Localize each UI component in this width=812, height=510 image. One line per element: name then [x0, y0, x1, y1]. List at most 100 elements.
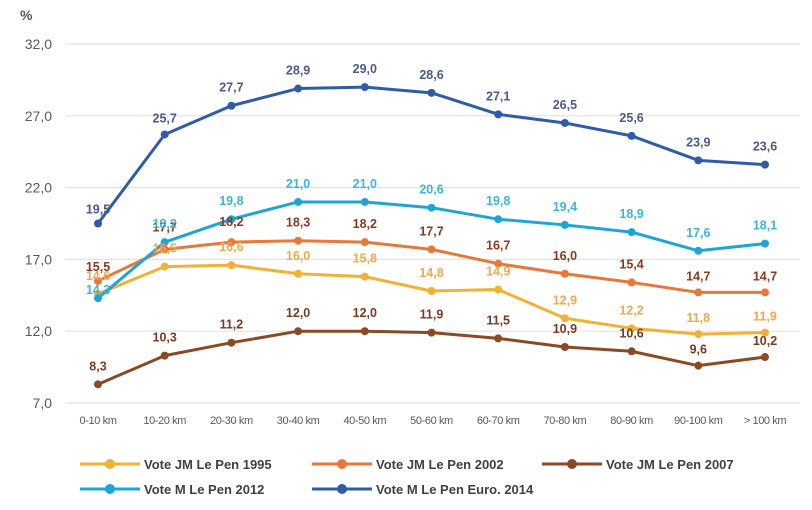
data-point [294, 84, 303, 93]
x-tick-label: 50-60 km [410, 415, 453, 427]
data-point [494, 215, 503, 224]
data-label: 15,4 [619, 257, 643, 271]
data-point [360, 83, 369, 92]
data-point [294, 327, 303, 336]
y-axis-label: % [20, 7, 33, 23]
data-point [160, 130, 169, 139]
y-axis-ticks: 7,0 12,0 17,0 22,0 27,0 32,0 [25, 36, 52, 411]
x-tick-label: 80-90 km [610, 415, 653, 427]
data-label: 18,1 [753, 219, 777, 233]
data-point [560, 342, 569, 351]
legend-label: Vote JM Le Pen 1995 [144, 457, 272, 472]
x-tick-label: 70-80 km [544, 415, 587, 427]
data-label: 10,9 [553, 322, 577, 336]
data-point [494, 285, 503, 294]
data-label: 11,9 [753, 310, 777, 324]
legend-item: Vote JM Le Pen 2007 [542, 457, 734, 472]
data-point [294, 269, 303, 278]
data-labels: 14,6 16,5 16,6 16,0 15,8 14,8 14,9 12,9 12,2 11,8… [86, 62, 777, 373]
data-label: 15,8 [353, 252, 377, 266]
data-point [160, 245, 169, 254]
data-label: 16,7 [486, 239, 510, 253]
y-tick-label: 22,0 [25, 180, 52, 196]
data-point [560, 269, 569, 278]
data-label: 27,1 [486, 89, 510, 103]
legend: Vote JM Le Pen 1995 Vote JM Le Pen 2002 Vo… [80, 457, 734, 497]
data-point [627, 278, 636, 287]
data-label: 19,8 [486, 194, 510, 208]
data-label: 17,6 [686, 226, 710, 240]
data-point [761, 160, 769, 169]
data-label: 26,5 [553, 98, 577, 112]
data-point [427, 88, 436, 97]
data-label: 14,8 [419, 266, 443, 280]
data-point [160, 238, 169, 247]
data-point [294, 197, 303, 206]
data-label: 25,7 [153, 111, 177, 125]
data-label: 11,5 [486, 313, 510, 327]
series-line [96, 85, 766, 225]
data-label: 12,0 [353, 306, 377, 320]
y-tick-label: 7,0 [33, 395, 53, 411]
data-label: 18,2 [153, 217, 177, 231]
data-label: 20,6 [419, 183, 443, 197]
data-point [427, 203, 436, 212]
x-axis-ticks: 0-10 km 10-20 km 20-30 km 30-40 km 40-50 km 5… [80, 415, 787, 427]
data-point [227, 338, 236, 347]
data-label: 17,7 [419, 224, 443, 238]
data-label: 21,0 [353, 177, 377, 191]
data-point [694, 156, 703, 165]
data-point [560, 314, 569, 323]
data-point [627, 324, 636, 333]
data-point [761, 353, 769, 362]
data-point [227, 215, 236, 224]
data-label: 12,9 [553, 293, 577, 307]
data-label: 25,6 [619, 111, 643, 125]
legend-swatch-marker [567, 459, 577, 469]
data-label: 21,0 [286, 177, 310, 191]
data-point [694, 361, 703, 370]
data-point [360, 327, 369, 336]
data-point [227, 261, 236, 270]
data-point [761, 239, 769, 248]
data-point [94, 294, 102, 303]
data-point [427, 328, 436, 337]
legend-swatch-marker [105, 484, 115, 494]
data-label: 14,7 [753, 269, 777, 283]
data-label: 11,8 [686, 311, 710, 325]
data-point [494, 259, 503, 268]
data-label: 16,5 [153, 242, 177, 256]
x-tick-label: 90-100 km [674, 415, 723, 427]
data-label: 16,0 [286, 249, 310, 263]
data-label: 19,4 [553, 200, 577, 214]
data-point [627, 347, 636, 356]
x-tick-label: 40-50 km [343, 415, 386, 427]
legend-swatch-marker [337, 484, 347, 494]
data-label: 14,7 [686, 269, 710, 283]
data-label: 17,7 [153, 220, 177, 234]
data-label: 29,0 [353, 62, 377, 76]
y-tick-label: 17,0 [25, 251, 52, 267]
data-point [627, 228, 636, 237]
x-tick-label: 0-10 km [80, 415, 117, 427]
data-point [360, 272, 369, 281]
data-point [494, 334, 503, 343]
data-label: 18,2 [353, 217, 377, 231]
x-tick-label: 60-70 km [477, 415, 520, 427]
data-point [427, 286, 436, 295]
data-label: 11,2 [220, 318, 244, 332]
data-point [694, 246, 703, 255]
legend-item: Vote M Le Pen Euro. 2014 [312, 482, 534, 497]
y-tick-label: 27,0 [25, 108, 52, 124]
data-label: 11,9 [420, 308, 444, 322]
data-point [761, 288, 769, 297]
data-label: 14,6 [86, 269, 110, 283]
legend-item: Vote M Le Pen 2012 [80, 482, 264, 497]
data-label: 10,6 [619, 326, 643, 340]
data-point [360, 197, 369, 206]
data-label: 19,5 [86, 203, 110, 217]
data-point [227, 238, 236, 247]
data-point [227, 101, 236, 110]
legend-label: Vote M Le Pen 2012 [144, 482, 264, 497]
